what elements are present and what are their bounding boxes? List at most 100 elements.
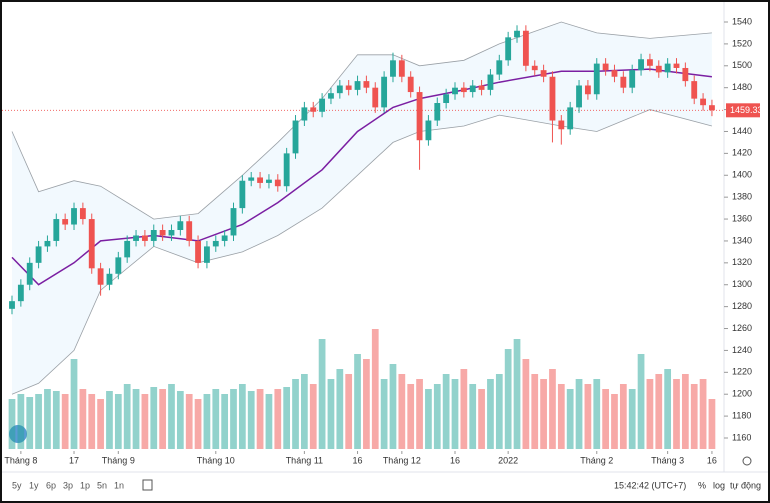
y-tick-label: 1240: [732, 345, 752, 355]
volume-bar: [336, 369, 344, 449]
candle-body: [602, 63, 609, 71]
volume-bar: [35, 394, 42, 449]
volume-bar: [380, 379, 388, 449]
volume-bar: [301, 374, 308, 449]
volume-bar: [619, 384, 627, 449]
x-tick-label: 2022: [498, 455, 518, 465]
volume-bar: [114, 394, 122, 449]
volume-bar: [407, 384, 415, 449]
toolbar-button[interactable]: %: [698, 480, 706, 490]
candle-body: [71, 208, 77, 225]
y-tick-label: 1260: [732, 323, 752, 333]
volume-bar: [557, 384, 565, 449]
volume-bar: [487, 379, 494, 449]
candle-body: [115, 257, 122, 274]
volume-bar: [460, 369, 468, 449]
volume-bar: [176, 391, 184, 449]
candle-body: [576, 85, 582, 108]
range-button[interactable]: 1p: [80, 480, 90, 490]
candle-body: [425, 120, 432, 141]
candle-body: [186, 221, 193, 241]
candle-body: [709, 105, 715, 111]
x-tick-label: Tháng 3: [651, 455, 684, 465]
volume-bar: [44, 389, 51, 449]
candle-body: [416, 92, 423, 141]
x-tick-label: 17: [69, 455, 79, 465]
volume-bar: [602, 389, 609, 449]
volume-bar: [389, 364, 397, 449]
volume-bar: [566, 389, 574, 449]
range-button[interactable]: 1y: [29, 480, 39, 490]
candle-body: [381, 76, 388, 108]
candle-body: [664, 63, 671, 73]
volume-bar: [593, 379, 601, 449]
band-lower: [11, 109, 713, 395]
candle-body: [133, 235, 139, 241]
candle-body: [62, 219, 69, 225]
candle-body: [372, 87, 379, 108]
candle-body: [274, 179, 281, 187]
candle-body: [212, 240, 219, 247]
y-tick-label: 1420: [732, 148, 752, 158]
candle-body: [88, 219, 95, 269]
candle-body: [97, 268, 104, 285]
candle-body: [141, 235, 148, 241]
volume-bar: [363, 359, 370, 449]
range-button[interactable]: 1n: [114, 480, 124, 490]
x-tick-label: Tháng 8: [4, 455, 37, 465]
volume-bar: [238, 384, 246, 449]
candle-body: [310, 107, 317, 112]
candle-body: [9, 301, 15, 309]
candle-body: [195, 240, 201, 263]
volume-bar: [150, 387, 158, 449]
y-tick-label: 1400: [732, 170, 752, 180]
volume-bar: [159, 389, 166, 449]
volume-bar: [584, 384, 592, 449]
range-button[interactable]: 5y: [12, 480, 22, 490]
range-button[interactable]: 5n: [97, 480, 107, 490]
y-tick-label: 1300: [732, 279, 752, 289]
volume-bar: [478, 389, 485, 449]
volume-bar: [655, 374, 663, 449]
range-button[interactable]: 6p: [46, 480, 56, 490]
candle-body: [319, 98, 326, 112]
candle-body: [443, 94, 450, 104]
volume-bar: [318, 339, 326, 449]
volume-bar: [274, 389, 282, 449]
volume-bar: [664, 369, 672, 449]
candle-body: [159, 230, 166, 236]
candle-body: [558, 120, 565, 130]
volume-bar: [628, 389, 636, 449]
y-tick-label: 1220: [732, 367, 752, 377]
candle-body: [53, 219, 60, 241]
candle-body: [79, 208, 86, 220]
volume-bar: [88, 394, 96, 449]
candle-body: [522, 30, 529, 66]
candle-body: [390, 60, 396, 77]
range-button[interactable]: 3p: [63, 480, 73, 490]
volume-bar: [433, 384, 441, 449]
calendar-button[interactable]: [142, 479, 153, 491]
volume-bar: [699, 379, 707, 449]
volume-bar: [469, 384, 477, 449]
toolbar-button[interactable]: tự động: [730, 480, 761, 490]
volume-bar: [203, 394, 211, 449]
candle-body: [584, 85, 591, 95]
candle-body: [620, 76, 627, 88]
candle-body: [682, 67, 689, 82]
candle-body: [567, 107, 574, 130]
candle-body: [44, 240, 51, 247]
time-label: 15:42:42 (UTC+7): [614, 480, 686, 490]
y-tick-label: 1480: [732, 82, 752, 92]
candle-body: [487, 74, 494, 90]
toolbar-button[interactable]: log: [713, 480, 725, 490]
settings-button[interactable]: [742, 456, 752, 466]
volume-bar: [106, 391, 113, 449]
volume-bar: [79, 389, 87, 449]
candle-body: [292, 120, 299, 154]
candle-body: [655, 65, 662, 73]
volume-bar: [123, 384, 131, 449]
y-tick-label: 1200: [732, 389, 752, 399]
candle-body: [17, 284, 24, 302]
